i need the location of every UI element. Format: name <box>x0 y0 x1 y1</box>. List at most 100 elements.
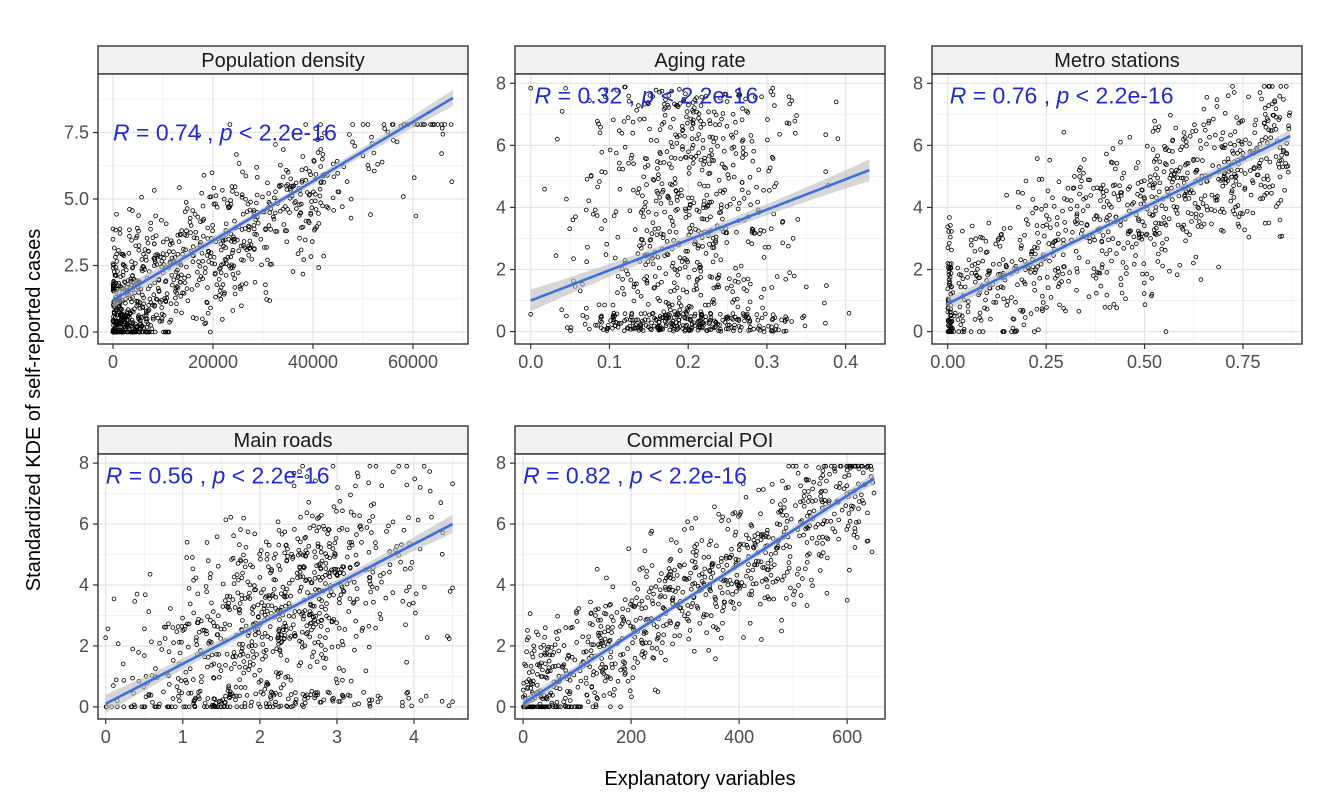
data-point <box>268 696 274 701</box>
data-point <box>1118 190 1123 195</box>
data-point <box>991 299 996 305</box>
data-point <box>680 127 686 133</box>
data-point <box>1011 316 1017 322</box>
data-point <box>1220 184 1225 189</box>
data-point <box>1097 217 1103 223</box>
data-point <box>165 704 170 710</box>
data-point <box>588 173 594 179</box>
data-point <box>1246 94 1251 100</box>
data-point <box>306 218 311 224</box>
data-point <box>346 545 352 551</box>
data-point <box>1104 151 1109 157</box>
data-point <box>330 195 336 201</box>
data-point <box>747 175 753 180</box>
data-point <box>1081 170 1086 176</box>
data-point <box>152 302 158 308</box>
x-tick-label: 4 <box>409 727 419 747</box>
data-point <box>130 675 135 681</box>
p-value: < 2.2e-16 <box>225 462 329 488</box>
data-point <box>231 234 236 240</box>
data-point <box>188 230 193 235</box>
data-point <box>1157 189 1162 195</box>
data-point <box>686 205 692 211</box>
data-point <box>621 291 627 297</box>
data-point <box>982 305 987 311</box>
data-point <box>1102 304 1108 310</box>
data-point <box>304 631 309 637</box>
data-point <box>984 249 990 255</box>
data-point <box>669 88 674 94</box>
data-point <box>264 297 270 302</box>
data-point <box>668 155 674 160</box>
data-point <box>413 591 419 597</box>
data-point <box>218 270 224 276</box>
data-point <box>227 704 233 710</box>
data-point <box>116 280 121 286</box>
data-point <box>768 226 774 232</box>
data-point <box>784 316 790 322</box>
data-point <box>158 299 163 305</box>
data-point <box>186 273 191 279</box>
data-point <box>628 156 634 161</box>
data-point <box>1017 237 1023 243</box>
x-tick-label: 0 <box>518 727 528 747</box>
data-point <box>1202 193 1208 199</box>
data-point <box>282 204 288 209</box>
data-point <box>1176 169 1181 174</box>
data-point <box>641 116 647 122</box>
data-point <box>727 276 732 282</box>
data-point <box>756 167 761 173</box>
data-point <box>711 245 717 250</box>
data-point <box>1134 241 1139 247</box>
data-point <box>321 697 327 703</box>
data-point <box>171 277 177 283</box>
data-point <box>1109 205 1114 210</box>
data-point <box>230 271 236 277</box>
data-point <box>1032 329 1037 334</box>
data-point <box>730 289 735 295</box>
data-point <box>1277 217 1283 223</box>
data-point <box>228 254 234 260</box>
data-point <box>266 191 272 196</box>
data-point <box>1183 238 1188 244</box>
data-point <box>112 245 117 251</box>
data-point <box>711 158 716 163</box>
data-point <box>255 602 261 608</box>
data-point <box>1175 175 1180 181</box>
data-point <box>739 187 745 193</box>
data-point <box>731 328 736 334</box>
data-point <box>1221 229 1226 234</box>
data-point <box>1284 151 1290 157</box>
data-point <box>559 307 564 313</box>
data-point <box>670 326 676 332</box>
data-point <box>1275 201 1281 206</box>
data-point <box>717 311 723 317</box>
data-point <box>1266 84 1271 89</box>
data-point <box>236 161 242 166</box>
data-point <box>1204 141 1209 147</box>
data-point <box>699 167 705 173</box>
data-point <box>1239 139 1244 145</box>
data-point <box>227 263 232 269</box>
data-point <box>739 117 745 123</box>
data-point <box>823 132 828 138</box>
data-point <box>846 310 852 316</box>
data-point <box>123 267 129 273</box>
data-point <box>647 312 652 318</box>
data-point <box>1023 178 1029 184</box>
data-point <box>197 264 203 269</box>
data-point <box>968 242 974 248</box>
data-point <box>722 187 727 193</box>
data-point <box>1104 292 1110 298</box>
data-point <box>297 235 302 241</box>
data-point <box>1083 195 1089 200</box>
data-point <box>235 270 241 276</box>
data-point <box>313 478 318 484</box>
p-value: < 2.2e-16 <box>654 83 758 109</box>
data-point <box>605 325 611 331</box>
data-point <box>181 246 186 252</box>
data-point <box>143 312 149 318</box>
data-point <box>153 213 159 219</box>
data-point <box>151 256 157 261</box>
data-point <box>259 262 264 268</box>
